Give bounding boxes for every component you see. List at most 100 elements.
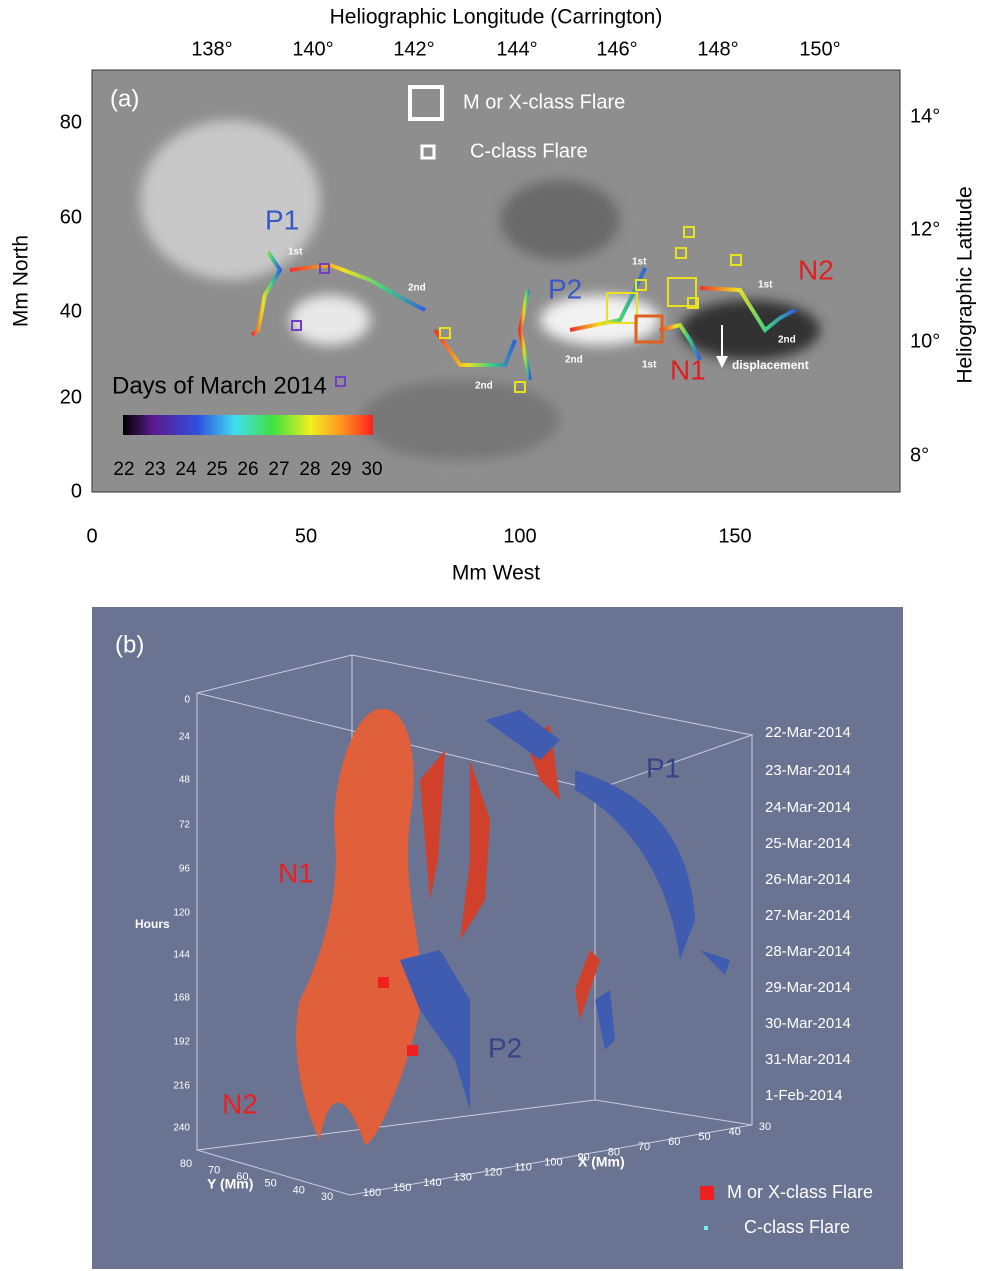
region-label: N2 [222,1088,258,1119]
tick-label: 50 [295,525,317,547]
tick-label: 60 [60,206,82,228]
legend-mx-symbol [700,1186,714,1200]
region-label: N1 [670,354,706,385]
tick-label: 96 [179,864,191,875]
axis-title: X (Mm) [578,1154,625,1170]
tick-label: 160 [363,1187,381,1199]
tick-label: 80 [60,111,82,133]
figure: (a) Heliographic Longitude (Carrington) 13… [0,0,984,1271]
tick-label: 30 [759,1121,771,1133]
ordinal: 1st [758,280,773,291]
tick-label: 10° [910,330,940,352]
tick-label: 8° [910,444,929,466]
region-label: P2 [488,1032,522,1063]
tick-label: 142° [393,38,434,60]
tick-label: 30 [321,1191,333,1203]
tick-label: 80 [180,1158,192,1170]
colorbar-tick: 22 [113,459,134,480]
axis-title: Hours [135,917,170,931]
date-label: 25-Mar-2014 [765,835,851,852]
tick-label: 140° [292,38,333,60]
tick-label: 40 [729,1126,741,1138]
tick-label: 70 [208,1165,220,1177]
colorbar-tick: 24 [175,459,197,480]
arrow-label: displacement [732,358,809,372]
colorbar-tick: 30 [361,459,382,480]
tick-label: 120 [484,1167,502,1179]
tick-label: 40 [60,300,82,322]
legend-label: M or X-class Flare [463,91,625,113]
tick-label: 150 [393,1182,411,1194]
tick-label: 140 [423,1177,441,1189]
tick-label: 48 [179,775,191,786]
colorbar-tick: 29 [330,459,351,480]
colorbar-tick: 25 [206,459,227,480]
date-label: 29-Mar-2014 [765,979,851,996]
axis-title: Mm North [10,235,33,327]
tick-label: 0 [86,525,97,547]
region-label: N2 [798,254,834,285]
date-label: 1-Feb-2014 [765,1087,843,1104]
ordinal: 1st [288,247,303,258]
region-label: P2 [548,273,582,304]
tick-label: 150° [799,38,840,60]
date-label: 27-Mar-2014 [765,907,851,924]
tick-label: 12° [910,218,940,240]
tick-label: 40 [293,1184,305,1196]
tick-label: 24 [179,732,191,743]
ordinal: 2nd [778,335,796,346]
tick-label: 70 [638,1141,650,1153]
tick-label: 20 [60,386,82,408]
ordinal: 2nd [408,283,426,294]
date-label: 26-Mar-2014 [765,871,851,888]
ordinal: 2nd [565,355,583,366]
ordinal: 2nd [475,381,493,392]
axis-title: Heliographic Latitude [954,186,977,383]
tick-label: 100 [544,1156,562,1168]
mx-flare [378,977,389,988]
date-label: 24-Mar-2014 [765,799,851,816]
tick-label: 192 [173,1037,190,1048]
ordinal: 1st [632,257,647,268]
axis-title: Mm West [452,562,540,585]
tick-label: 50 [698,1131,710,1143]
tick-label: 0 [71,480,82,502]
tick-label: 0 [184,695,190,706]
tick-label: 144 [173,950,190,961]
tick-label: 100 [503,525,536,547]
colorbar [123,415,373,435]
colorbar-tick: 26 [237,459,258,480]
date-label: 22-Mar-2014 [765,724,851,741]
tick-label: 168 [173,993,190,1004]
tick-label: 138° [191,38,232,60]
legend-label: C-class Flare [744,1217,850,1237]
tick-label: 144° [496,38,537,60]
colorbar-tick: 23 [144,459,165,480]
tick-label: 216 [173,1081,190,1092]
region-label: N1 [278,857,314,888]
tick-label: 130 [454,1172,472,1184]
panel-label: (a) [110,85,139,112]
tick-label: 60 [668,1136,680,1148]
colorbar-title: Days of March 2014 [112,372,327,399]
colorbar-tick: 28 [299,459,320,480]
axis-title: Heliographic Longitude (Carrington) [330,6,663,29]
date-label: 30-Mar-2014 [765,1015,851,1032]
panel-label: (b) [115,631,144,658]
tick-label: 150 [718,525,751,547]
tick-label: 14° [910,105,940,127]
tick-label: 72 [179,820,191,831]
axis-title: Y (Mm) [207,1176,253,1192]
mx-flare [407,1045,418,1056]
tick-label: 120 [173,908,190,919]
legend-label: M or X-class Flare [727,1182,873,1202]
ordinal: 1st [642,360,657,371]
region-label: P1 [265,204,299,235]
legend-label: C-class Flare [470,140,588,162]
legend-c-symbol [704,1226,708,1230]
region-label: P1 [646,752,680,783]
tick-label: 110 [514,1162,532,1174]
tick-label: 148° [697,38,738,60]
date-label: 31-Mar-2014 [765,1051,851,1068]
date-label: 23-Mar-2014 [765,762,851,779]
